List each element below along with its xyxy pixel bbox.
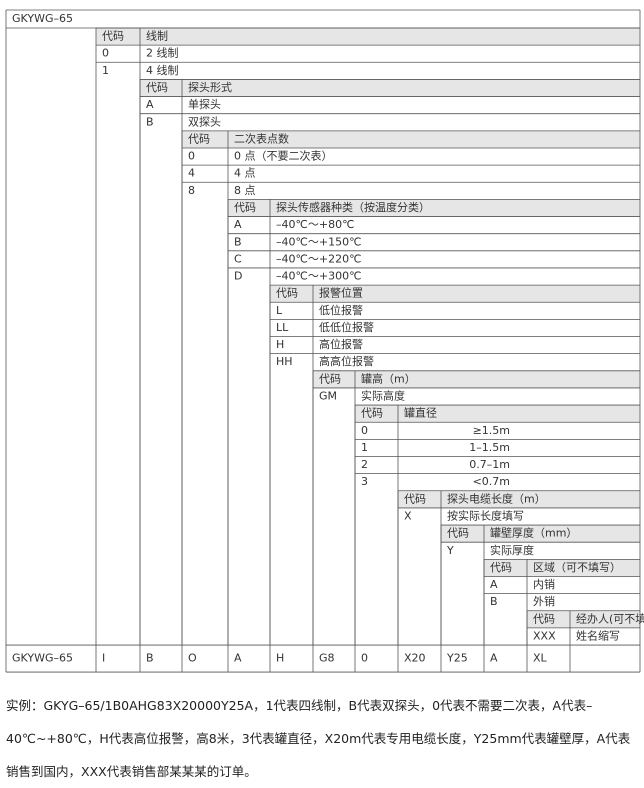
code-header: 代码 — [447, 527, 469, 540]
option-code: L — [276, 304, 283, 317]
option-text: –40℃～+80℃ — [276, 218, 354, 231]
section-title: 区域（可不填写） — [533, 560, 621, 574]
section-title: 报警位置 — [319, 286, 363, 300]
code-header: 代码 — [361, 407, 383, 420]
option-code: A — [490, 578, 498, 591]
option-text: 2 线制 — [146, 46, 179, 60]
section-title: 罐直径 — [404, 406, 437, 420]
option-text: 单探头 — [188, 98, 221, 111]
option-code: XXX — [533, 629, 556, 642]
option-text: –40℃～+220℃ — [276, 252, 361, 265]
option-text: 低位报警 — [319, 303, 363, 317]
code-header: 代码 — [102, 30, 124, 43]
section-title: 探头传感器种类（按温度分类） — [276, 200, 430, 214]
header-bg — [182, 130, 640, 148]
order-code: X20 — [404, 652, 426, 665]
section-title: 经办人(可不填写) — [576, 611, 644, 625]
section-title: 罐壁厚度（mm） — [490, 526, 577, 540]
option-text: 0.7–1m — [469, 458, 510, 471]
option-code: A — [234, 218, 242, 231]
option-code: H — [276, 338, 284, 351]
option-code: A — [146, 98, 154, 111]
option-text: 0 点（不要二次表） — [234, 149, 333, 163]
option-code: 1 — [102, 64, 109, 77]
header-bg — [228, 199, 640, 217]
option-text: 4 点 — [234, 167, 256, 180]
header-bg — [484, 559, 640, 577]
option-code: 4 — [188, 167, 195, 180]
code-header: 代码 — [490, 561, 512, 574]
header-bg — [270, 285, 640, 303]
section-title: 二次表点数 — [234, 131, 289, 145]
option-code: 0 — [188, 150, 195, 163]
option-code: 1 — [361, 441, 368, 454]
example-text: 实例：GKYG–65/1B0AHG83X20000Y25A，1代表四线制，B代表… — [6, 698, 631, 779]
header-bg — [96, 28, 640, 46]
header-bg — [398, 490, 640, 508]
option-text: 按实际长度填写 — [447, 508, 524, 522]
code-header: 代码 — [276, 287, 298, 300]
code-header: 代码 — [234, 201, 256, 214]
option-text: 双探头 — [188, 115, 221, 128]
option-code: 2 — [361, 458, 368, 471]
order-code: G8 — [319, 652, 335, 665]
option-text: 外销 — [533, 594, 555, 608]
order-code: 0 — [361, 652, 368, 665]
code-header: 代码 — [533, 612, 555, 625]
section-title: 探头电缆长度（m） — [447, 491, 546, 505]
header-bg — [355, 405, 640, 423]
option-text: 高位报警 — [319, 337, 363, 351]
option-text: –40℃～+150℃ — [276, 235, 361, 248]
order-code: GKYWG–65 — [12, 652, 73, 665]
option-text: 实际高度 — [361, 389, 405, 403]
header-bg — [527, 610, 640, 628]
option-text: <0.7m — [473, 475, 510, 488]
option-code: 0 — [102, 47, 109, 60]
option-text: 1–1.5m — [469, 441, 510, 454]
option-code: B — [146, 115, 154, 128]
code-header: 代码 — [188, 132, 210, 145]
order-code: A — [490, 652, 498, 665]
option-code: B — [490, 595, 498, 608]
code-header: 代码 — [146, 81, 168, 94]
order-code: O — [188, 652, 197, 665]
order-code: A — [234, 652, 242, 665]
order-code: XL — [533, 652, 548, 665]
option-code: 3 — [361, 475, 368, 488]
option-text: –40℃～+300℃ — [276, 270, 361, 283]
code-header: 代码 — [404, 492, 426, 505]
option-text: 8 点 — [234, 184, 256, 197]
option-code: LL — [276, 321, 289, 334]
option-code: HH — [276, 355, 293, 368]
header-bg — [313, 370, 640, 388]
option-code: C — [234, 252, 242, 265]
header-bg — [441, 525, 640, 543]
option-code: Y — [446, 544, 454, 557]
option-text: 4 线制 — [146, 63, 179, 77]
model-title: GKYWG–65 — [12, 12, 73, 25]
section-title: 探头形式 — [188, 81, 232, 94]
option-text: 内销 — [533, 577, 555, 591]
option-text: 实际厚度 — [490, 543, 534, 557]
option-text: ≥1.5m — [473, 424, 510, 437]
option-code: D — [234, 270, 242, 283]
order-code: B — [146, 652, 154, 665]
option-code: GM — [319, 390, 337, 403]
option-code: B — [234, 235, 242, 248]
header-bg — [140, 79, 640, 97]
option-code: 0 — [361, 424, 368, 437]
option-code: X — [404, 509, 412, 522]
option-text: 低低位报警 — [319, 320, 374, 334]
option-text: 姓名缩写 — [576, 628, 620, 642]
code-header: 代码 — [319, 372, 341, 385]
option-code: 8 — [188, 184, 195, 197]
option-text: 高高位报警 — [319, 354, 374, 368]
order-code: I — [102, 652, 105, 665]
section-title: 线制 — [146, 29, 168, 43]
section-title: 罐高（m） — [361, 371, 416, 385]
order-code: Y25 — [446, 652, 468, 665]
order-code: H — [276, 652, 284, 665]
